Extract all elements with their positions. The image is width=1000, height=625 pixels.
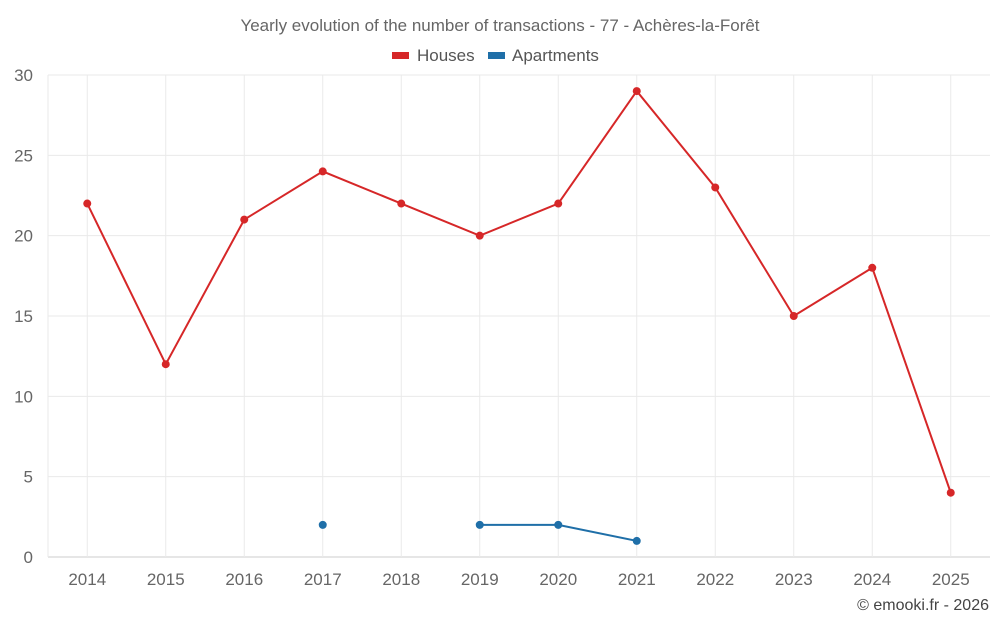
data-point-houses[interactable]: [318, 167, 327, 176]
y-tick-label: 25: [14, 146, 33, 165]
legend-label-houses: Houses: [417, 46, 475, 65]
x-tick-label: 2023: [775, 570, 813, 589]
y-tick-label: 30: [14, 66, 33, 85]
legend-swatch-houses: [392, 52, 409, 59]
data-point-houses[interactable]: [475, 231, 484, 240]
data-point-houses[interactable]: [83, 199, 92, 208]
x-tick-label: 2015: [147, 570, 185, 589]
data-point-houses[interactable]: [161, 360, 170, 369]
y-tick-label: 15: [14, 307, 33, 326]
x-tick-label: 2022: [696, 570, 734, 589]
legend: Houses Apartments: [392, 46, 599, 65]
credit-text: © emooki.fr - 2026: [857, 597, 989, 614]
x-tick-label: 2021: [618, 570, 656, 589]
data-point-houses[interactable]: [240, 215, 249, 224]
x-tick-label: 2018: [382, 570, 420, 589]
legend-label-apartments: Apartments: [512, 46, 599, 65]
data-point-houses[interactable]: [789, 312, 798, 320]
series-line-houses: [86, 89, 952, 494]
data-point-houses[interactable]: [868, 263, 877, 272]
data-point-apartments[interactable]: [554, 520, 563, 529]
x-tick-label: 2024: [853, 570, 891, 589]
grid: [47, 74, 990, 558]
data-point-houses[interactable]: [397, 199, 406, 208]
data-point-apartments[interactable]: [318, 520, 327, 529]
x-tick-label: 2019: [461, 570, 499, 589]
data-point-houses[interactable]: [711, 183, 720, 192]
x-tick-label: 2020: [539, 570, 577, 589]
legend-item-apartments[interactable]: Apartments: [488, 46, 599, 65]
data-point-apartments[interactable]: [475, 520, 484, 529]
legend-swatch-apartments: [488, 52, 505, 59]
y-tick-label: 0: [24, 548, 33, 567]
x-tick-label: 2016: [225, 570, 263, 589]
y-axis-ticks: 0 5 10 15 20 25 30: [14, 66, 33, 567]
chart-title: Yearly evolution of the number of transa…: [240, 16, 759, 35]
legend-item-houses[interactable]: Houses: [392, 46, 475, 65]
y-tick-label: 5: [24, 468, 33, 487]
data-point-apartments[interactable]: [632, 536, 641, 545]
y-tick-label: 10: [14, 387, 33, 406]
y-tick-label: 20: [14, 227, 33, 246]
data-point-houses[interactable]: [554, 199, 563, 208]
x-tick-label: 2017: [304, 570, 342, 589]
series: [83, 87, 955, 545]
data-point-houses[interactable]: [946, 488, 955, 497]
x-tick-label: 2014: [68, 570, 106, 589]
x-tick-label: 2025: [932, 570, 970, 589]
data-point-houses[interactable]: [632, 87, 641, 96]
x-axis-ticks: 2014 2015 2016 2017 2018 2019 2020 2021 2022 2023…: [68, 570, 969, 589]
